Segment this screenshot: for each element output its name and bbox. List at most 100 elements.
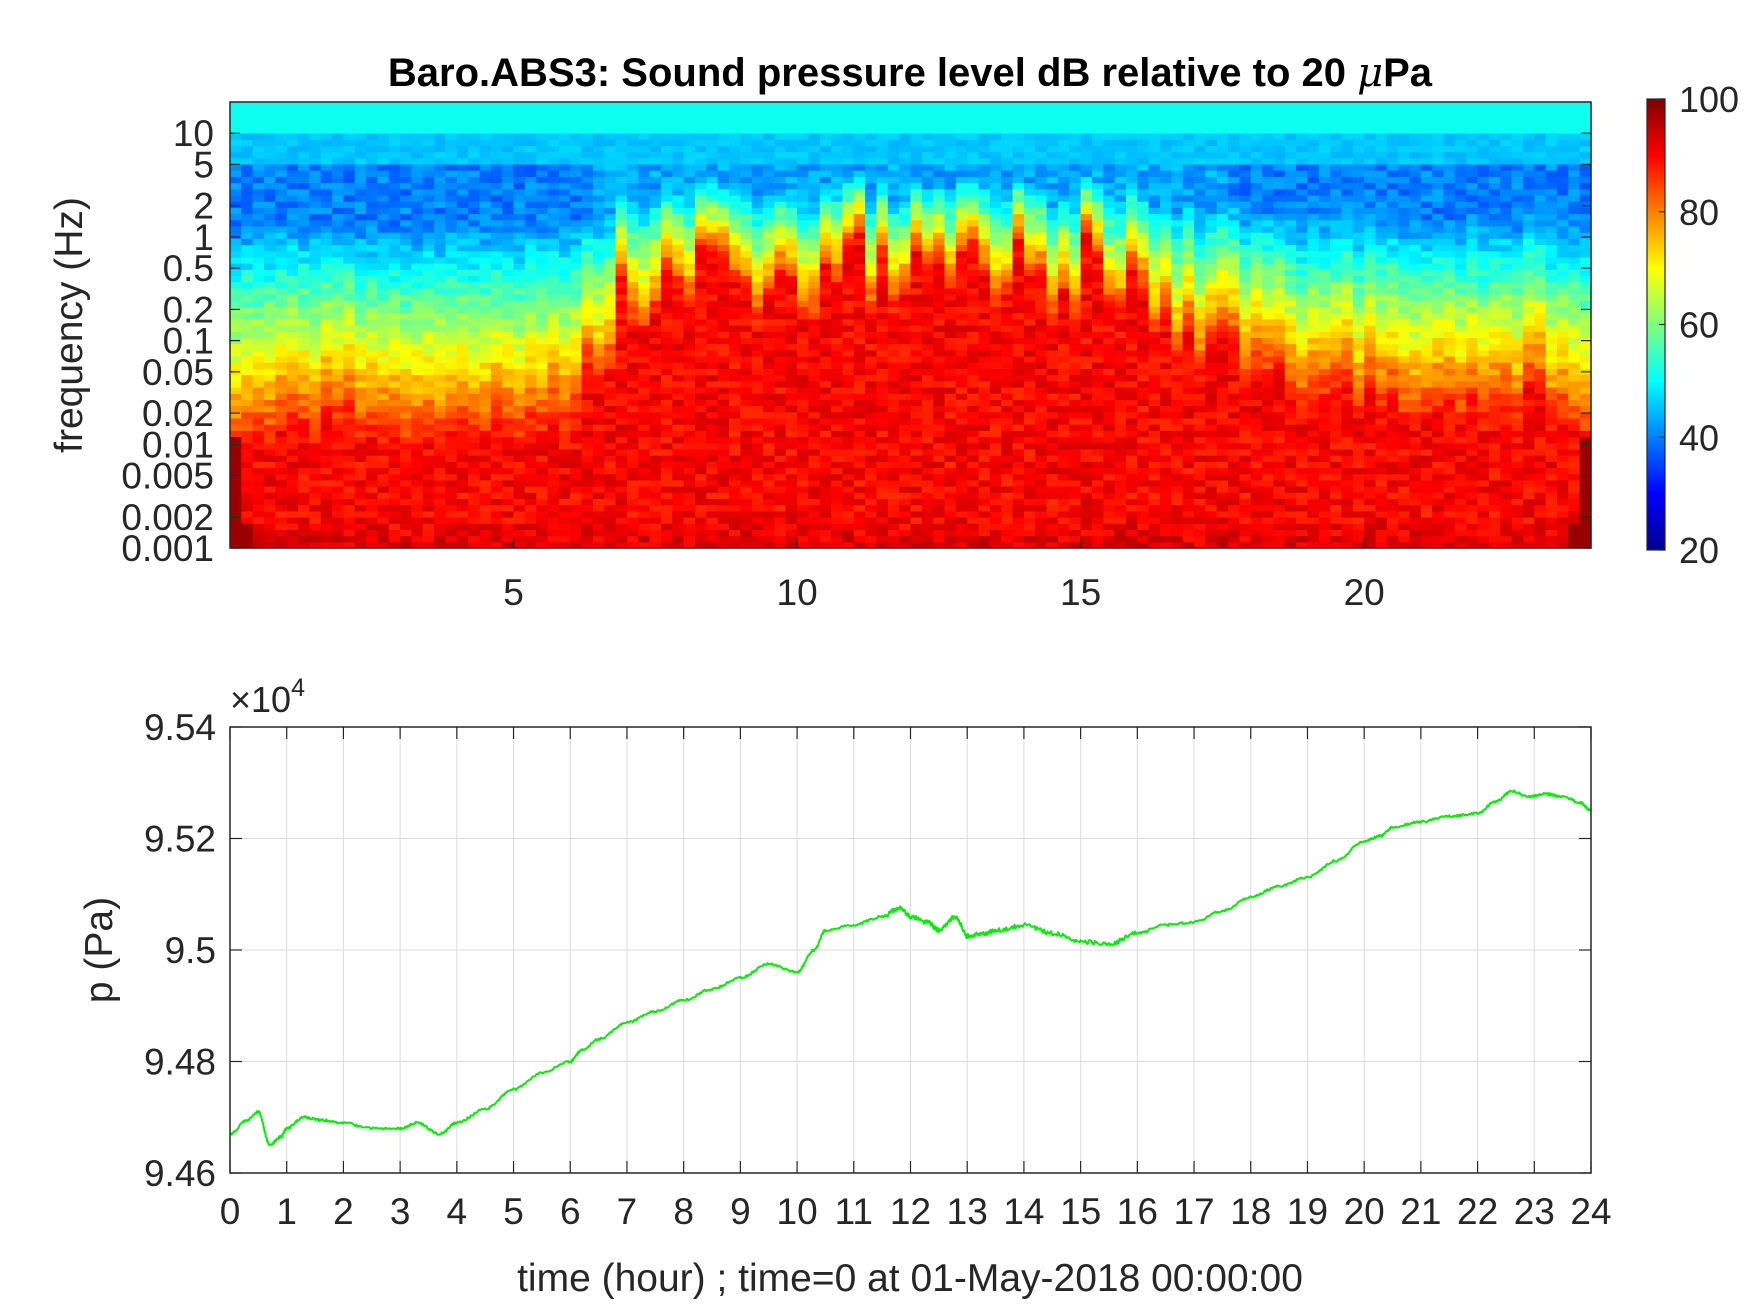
spectrogram-cell — [388, 349, 401, 357]
spectrogram-cell — [774, 170, 787, 177]
spectrogram-cell — [649, 417, 662, 425]
spectrogram-cell — [479, 126, 492, 134]
spectrogram-cell — [252, 541, 265, 549]
spectrogram-cell — [751, 355, 764, 363]
spectrogram-cell — [490, 188, 503, 196]
spectrogram-cell — [672, 337, 685, 345]
spectrogram-cell — [955, 201, 968, 208]
spectrogram-cell — [445, 120, 458, 128]
spectrogram-cell — [592, 504, 605, 512]
spectrogram-cell — [570, 139, 583, 146]
spectrogram-cell — [298, 194, 310, 202]
spectrogram-cell — [230, 201, 242, 208]
spectrogram-cell — [536, 213, 549, 221]
spectrogram-cell — [751, 157, 764, 165]
spectrogram-cell — [853, 207, 866, 215]
spectrogram-cell — [785, 263, 798, 270]
spectrogram-cell — [332, 424, 345, 431]
spectrogram-cell — [592, 318, 605, 326]
spectrogram-cell — [887, 300, 900, 308]
spectrogram-cell — [626, 157, 639, 165]
spectrogram-cell — [479, 244, 492, 252]
spectrogram-cell — [660, 430, 673, 438]
spectrogram-cell — [264, 300, 276, 308]
spectrogram-cell — [332, 393, 345, 400]
spectrogram-cell — [887, 455, 900, 462]
spectrogram-cell — [955, 405, 968, 413]
spectrogram-cell — [377, 312, 390, 320]
spectrogram-cell — [434, 126, 447, 134]
spectrogram-cell — [763, 318, 775, 326]
spectrogram-cell — [910, 374, 923, 382]
spectrogram-cell — [377, 120, 390, 128]
spectrogram-cell — [910, 411, 923, 419]
spectrogram-cell — [490, 281, 503, 289]
spectrogram-cell — [921, 256, 934, 264]
spectrogram-cell — [241, 250, 254, 258]
spectrogram-cell — [286, 139, 299, 146]
spectrogram-cell — [853, 380, 866, 388]
spectrogram-cell — [547, 256, 560, 264]
spectrogram-cell — [377, 362, 390, 369]
spectrogram-cell — [298, 374, 310, 382]
spectrogram-cell — [978, 405, 991, 413]
spectrogram-cell — [524, 461, 537, 469]
spectrogram-cell — [774, 436, 787, 444]
spectrogram-cell — [967, 176, 980, 184]
spectrogram-cell — [808, 405, 821, 413]
spectrogram-cell — [434, 349, 447, 357]
spectrogram-cell — [241, 430, 254, 438]
spectrogram-cell — [638, 306, 651, 314]
spectrogram-cell — [695, 170, 707, 177]
spectrogram-cell — [422, 145, 435, 153]
spectrogram-cell — [797, 399, 810, 407]
spectrogram-cell — [411, 374, 424, 382]
spectrogram-cell — [411, 151, 424, 159]
spectrogram-cell — [264, 281, 276, 289]
spectrogram-cell — [842, 145, 855, 153]
spectrogram-cell — [751, 102, 764, 109]
spectrogram-cell — [1012, 455, 1025, 462]
spectrogram-cell — [366, 213, 379, 221]
spectrogram-cell — [683, 207, 696, 215]
spectrogram-cell — [264, 517, 276, 524]
spectrogram-cell — [842, 343, 855, 351]
spectrogram-cell — [649, 250, 662, 258]
spectrogram-cell — [275, 269, 288, 277]
spectrogram-cell — [774, 287, 787, 295]
spectrogram-cell — [638, 430, 651, 438]
spectrogram-cell — [252, 182, 265, 190]
spectrogram-cell — [785, 529, 798, 537]
spectrogram-cell — [706, 145, 719, 153]
spectrogram-cell — [524, 263, 537, 270]
spectrogram-cell — [286, 219, 299, 227]
spectrogram-cell — [751, 312, 764, 320]
spectrogram-cell — [967, 510, 980, 518]
spectrogram-cell — [468, 188, 481, 196]
spectrogram-cell — [1001, 461, 1014, 469]
spectrogram-cell — [672, 170, 685, 177]
spectrogram-cell — [899, 386, 912, 394]
spectrogram-cell — [332, 355, 345, 363]
spectrogram-cell — [388, 201, 401, 208]
spectrogram-cell — [479, 424, 492, 431]
spectrogram-cell — [672, 287, 685, 295]
spectrogram-cell — [264, 399, 276, 407]
spectrogram-cell — [558, 486, 571, 493]
spectrogram-cell — [978, 424, 991, 431]
spectrogram-cell — [785, 380, 798, 388]
spectrogram-cell — [354, 225, 367, 233]
spectrogram-cell — [230, 492, 242, 500]
spectrogram-cell — [264, 139, 276, 146]
spectrogram-cell — [456, 424, 469, 431]
spectrogram-cell — [230, 380, 242, 388]
spectrogram-cell — [320, 256, 333, 264]
spectrogram-cell — [604, 380, 617, 388]
spectrogram-cell — [411, 188, 424, 196]
spectrogram-cell — [706, 374, 719, 382]
spectrogram-cell — [774, 102, 787, 109]
spectrogram-cell — [377, 170, 390, 177]
spectrogram-cell — [1012, 417, 1025, 425]
spectrogram-cell — [468, 486, 481, 493]
spectrogram-cell — [921, 102, 934, 109]
